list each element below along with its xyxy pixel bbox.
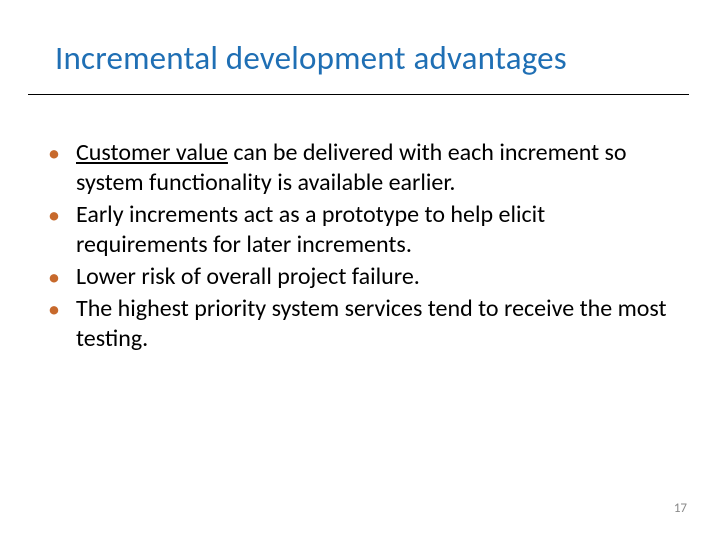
bullet-list: • Customer value can be delivered with e… — [48, 138, 669, 354]
page-number: 17 — [674, 501, 687, 516]
bullet-icon: • — [48, 295, 60, 325]
bullet-text: The highest priority system services ten… — [76, 294, 667, 353]
bullet-icon: • — [48, 263, 60, 293]
slide: Incremental development advantages • Cus… — [0, 0, 717, 538]
bullet-icon: • — [48, 139, 60, 169]
bullet-text: Lower risk of overall project failure. — [76, 262, 420, 291]
list-item: • Lower risk of overall project failure. — [48, 262, 669, 292]
list-item: • Customer value can be delivered with e… — [48, 138, 669, 198]
title-underline — [28, 94, 689, 95]
bullet-icon: • — [48, 201, 60, 231]
slide-title: Incremental development advantages — [55, 38, 687, 78]
list-item: • The highest priority system services t… — [48, 294, 669, 354]
bullet-text: Early increments act as a prototype to h… — [76, 200, 545, 259]
list-item: • Early increments act as a prototype to… — [48, 200, 669, 260]
bullet-lead: Customer value — [76, 138, 228, 167]
body-area: • Customer value can be delivered with e… — [48, 138, 669, 356]
title-area: Incremental development advantages — [55, 38, 687, 78]
